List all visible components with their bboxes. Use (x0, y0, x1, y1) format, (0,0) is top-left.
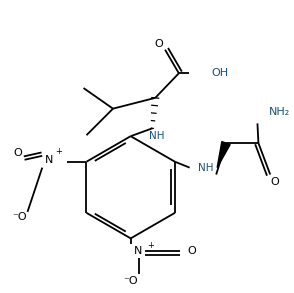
Text: ⁻O: ⁻O (123, 276, 138, 286)
Text: ⁻O: ⁻O (12, 212, 26, 222)
Text: NH: NH (149, 131, 165, 141)
Text: N: N (45, 155, 53, 165)
Text: +: + (56, 147, 62, 156)
Text: O: O (155, 39, 163, 49)
Text: O: O (187, 246, 196, 256)
Text: N: N (134, 246, 143, 256)
Polygon shape (217, 142, 230, 168)
Text: O: O (271, 177, 280, 187)
Text: OH: OH (211, 68, 228, 78)
Text: +: + (147, 241, 154, 250)
Text: NH₂: NH₂ (269, 107, 290, 117)
Text: NH: NH (198, 163, 213, 173)
Text: O: O (13, 148, 22, 158)
